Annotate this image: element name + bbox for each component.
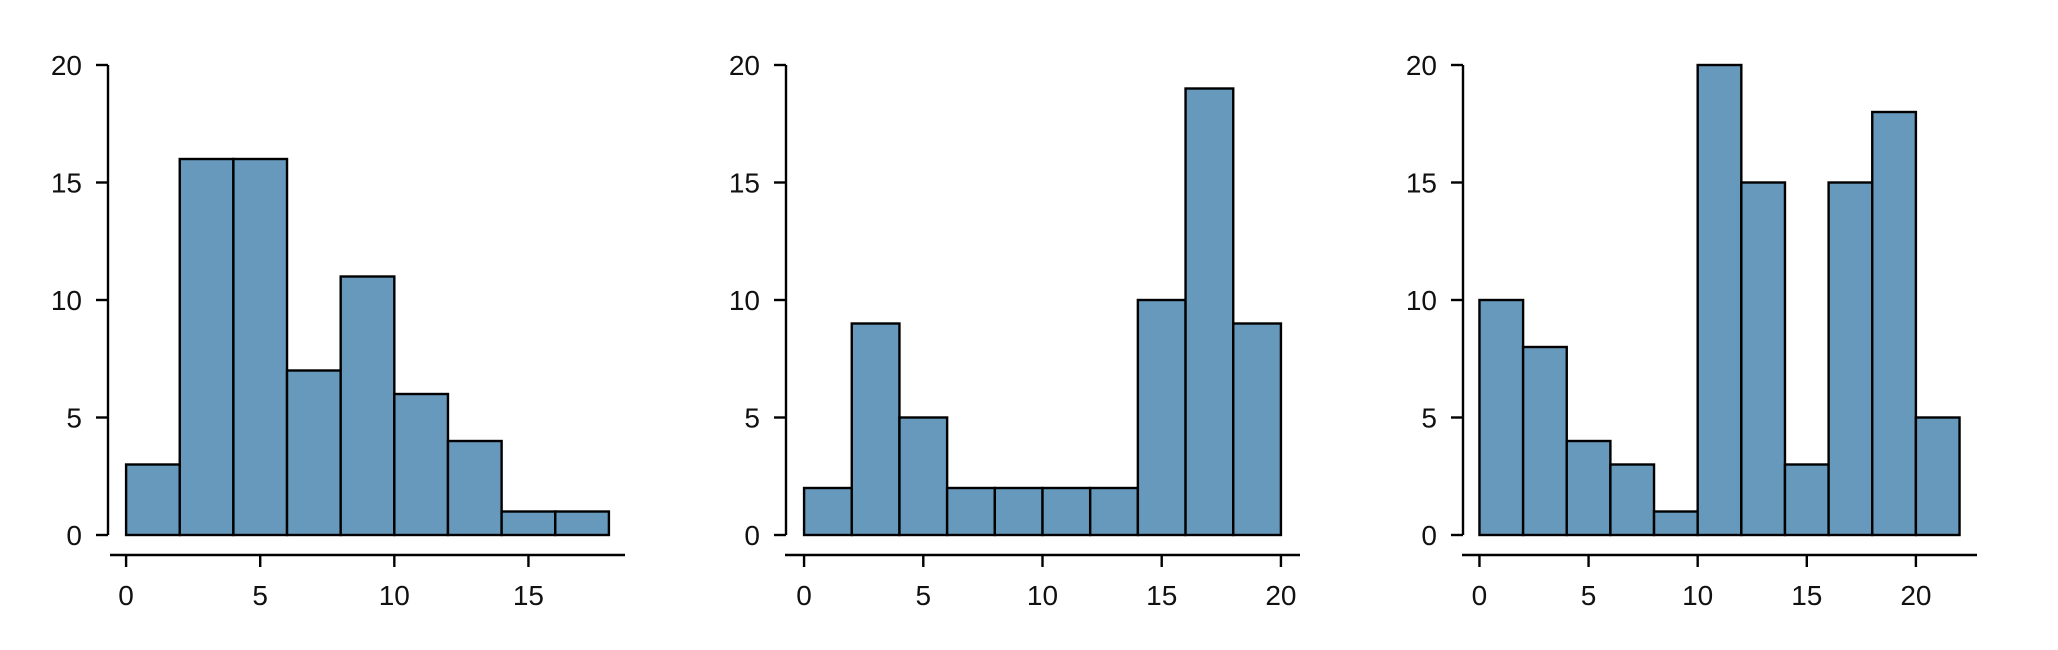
histogram-2: 0 5 10 15 20 0 5 10 15 20 xyxy=(729,50,1300,611)
y-tick-label: 20 xyxy=(51,50,82,81)
histogram-bar xyxy=(232,157,289,537)
x-tick-label: 20 xyxy=(1265,580,1296,611)
histogram-bar xyxy=(1088,486,1140,537)
histogram-bar xyxy=(1696,63,1743,537)
histogram-3: 0 5 10 15 20 0 5 10 15 20 xyxy=(1406,50,1977,611)
histogram-bar xyxy=(1478,298,1525,537)
y-tick-label: 5 xyxy=(66,403,82,434)
histogram-bar xyxy=(993,486,1044,537)
y-tick-label: 15 xyxy=(729,168,760,199)
y-tick-label: 20 xyxy=(1406,50,1437,81)
y-tick-label: 0 xyxy=(1421,520,1437,551)
x-tick-label: 5 xyxy=(1581,580,1597,611)
x-tick-label: 0 xyxy=(796,580,812,611)
x-tick-label: 10 xyxy=(1682,580,1713,611)
histogram-bar xyxy=(1232,322,1283,537)
x-tick-label: 15 xyxy=(1146,580,1177,611)
x-tick-label: 15 xyxy=(1791,580,1822,611)
y-tick-label: 0 xyxy=(66,520,82,551)
histogram-bar xyxy=(1783,463,1830,537)
y-tick-label: 5 xyxy=(1421,403,1437,434)
y-tick-label: 10 xyxy=(729,285,760,316)
histogram-bar xyxy=(850,322,901,537)
histogram-bar xyxy=(1827,181,1874,537)
histogram-bar xyxy=(945,486,997,537)
histogram-bar xyxy=(1871,110,1918,537)
x-tick-label: 10 xyxy=(1027,580,1058,611)
histogram-1: 0 5 10 15 20 0 5 10 15 xyxy=(51,50,625,611)
x-tick-label: 5 xyxy=(915,580,931,611)
histogram-bar xyxy=(1609,463,1656,537)
y-tick-label: 0 xyxy=(744,520,760,551)
histogram-bar xyxy=(1652,510,1699,537)
y-tick-label: 20 xyxy=(729,50,760,81)
y-tick-label: 10 xyxy=(1406,285,1437,316)
histogram-bar xyxy=(1184,87,1235,537)
histogram-bar xyxy=(1740,181,1787,537)
histogram-bar xyxy=(124,463,181,537)
y-tick-label: 15 xyxy=(51,168,82,199)
y-tick-label: 10 xyxy=(51,285,82,316)
histogram-bar xyxy=(554,510,611,537)
histogram-bar xyxy=(1565,439,1612,537)
histogram-bar xyxy=(285,369,342,537)
x-tick-label: 0 xyxy=(1472,580,1488,611)
y-tick-label: 15 xyxy=(1406,168,1437,199)
histogram-bar xyxy=(1136,298,1187,537)
histogram-bar xyxy=(393,392,450,537)
histogram-bar xyxy=(178,157,235,537)
histogram-bar xyxy=(1041,486,1092,537)
histogram-bar xyxy=(446,439,503,537)
histogram-bar xyxy=(898,416,949,537)
x-tick-label: 20 xyxy=(1900,580,1931,611)
histogram-bar xyxy=(1914,416,1961,537)
histogram-bar xyxy=(1521,345,1568,537)
x-tick-label: 0 xyxy=(118,580,134,611)
histogram-bar xyxy=(339,275,396,537)
x-tick-label: 15 xyxy=(513,580,544,611)
histogram-bar xyxy=(802,486,853,537)
y-tick-label: 5 xyxy=(744,403,760,434)
histogram-bar xyxy=(500,510,557,537)
x-tick-label: 5 xyxy=(252,580,268,611)
x-tick-label: 10 xyxy=(379,580,410,611)
